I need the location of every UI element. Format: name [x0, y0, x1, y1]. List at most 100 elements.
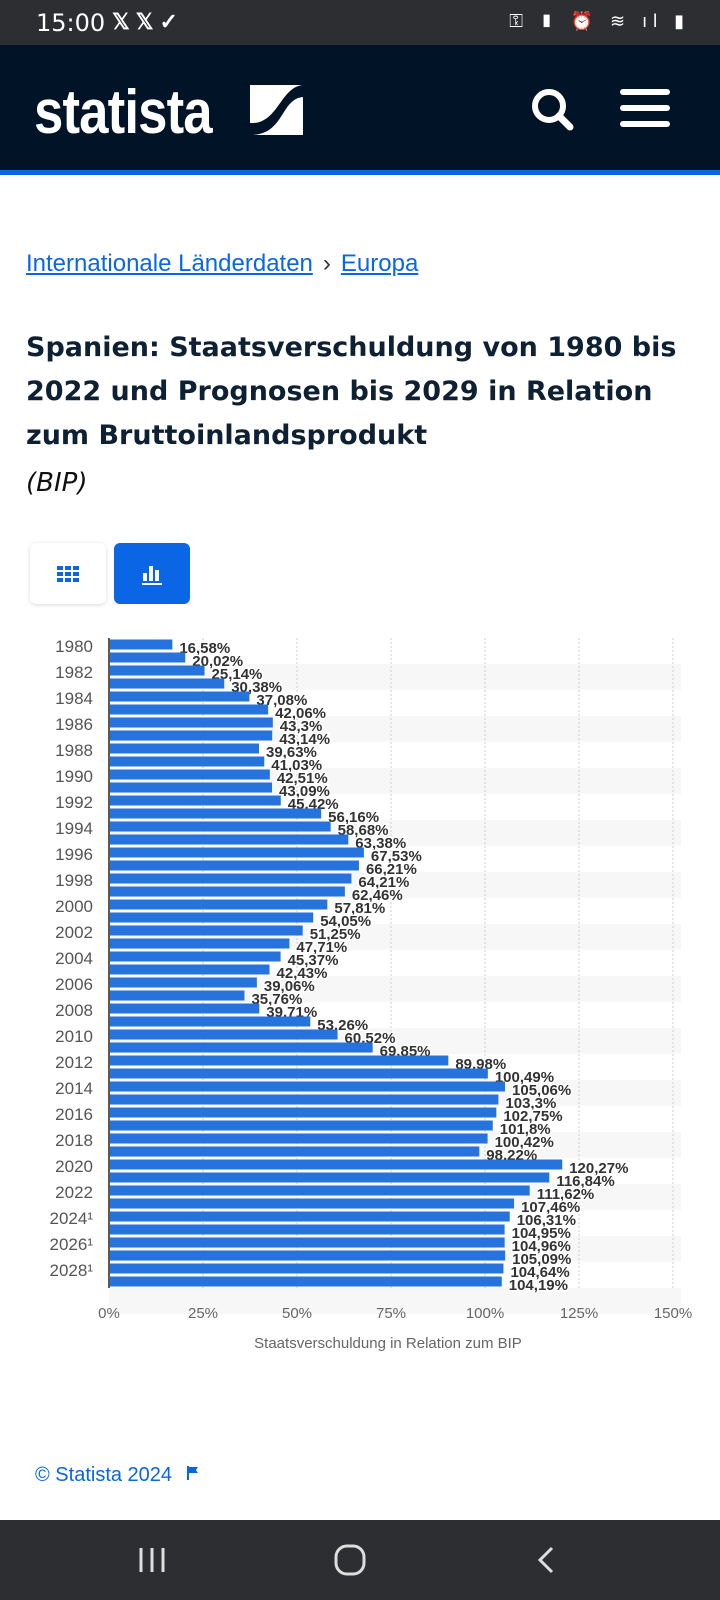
bar	[110, 873, 352, 884]
bar	[110, 717, 273, 728]
page-subtitle: (BIP)	[26, 468, 88, 498]
bar	[110, 639, 173, 650]
data-label: 43,3%	[280, 718, 323, 735]
copyright-link[interactable]: © Statista 2024	[35, 1464, 173, 1486]
bar	[110, 1003, 260, 1014]
statista-logo[interactable]: statista	[34, 78, 213, 147]
bar	[110, 1211, 510, 1222]
bar	[110, 730, 273, 741]
bar	[110, 795, 281, 806]
y-tick-label: 1994	[55, 819, 93, 838]
bar	[110, 847, 364, 858]
y-tick-label: 2028¹	[50, 1261, 94, 1280]
data-label: 63,38%	[355, 835, 406, 852]
x-tick-label: 75%	[376, 1305, 406, 1322]
system-icons: ⚿ ▮ ⏰ ≋ ıl ▮	[509, 11, 690, 31]
bar	[110, 665, 205, 676]
table-view-button[interactable]	[30, 543, 106, 604]
data-label: 64,21%	[358, 874, 409, 891]
data-label: 66,21%	[366, 861, 417, 878]
back-icon	[537, 1546, 554, 1574]
x-tick-label: 50%	[282, 1305, 312, 1322]
bar	[110, 704, 269, 715]
y-tick-label: 2024¹	[50, 1209, 94, 1228]
x-tick-label: 0%	[98, 1305, 120, 1322]
bar	[110, 808, 322, 819]
bar	[110, 990, 245, 1001]
bar	[110, 977, 257, 988]
menu-button[interactable]	[620, 89, 670, 131]
x-tick-label: 100%	[466, 1305, 504, 1322]
footer: © Statista 2024	[35, 1464, 200, 1487]
data-label: 42,43%	[277, 965, 328, 982]
data-label: 100,42%	[495, 1134, 554, 1151]
bar	[110, 1263, 504, 1274]
table-grid-icon	[57, 565, 79, 582]
statista-logo-mark	[250, 85, 303, 135]
data-label: 107,46%	[521, 1199, 580, 1216]
y-tick-label: 1988	[55, 741, 93, 760]
data-label: 100,49%	[495, 1069, 554, 1086]
y-tick-label: 1984	[55, 689, 93, 708]
data-label: 54,05%	[320, 913, 371, 930]
data-label: 101,8%	[500, 1121, 551, 1138]
data-label: 41,03%	[271, 757, 322, 774]
status-time: 15:00	[36, 9, 106, 37]
bar	[110, 782, 273, 793]
data-label: 43,09%	[279, 783, 330, 800]
data-label: 105,06%	[512, 1082, 571, 1099]
data-label: 39,63%	[266, 744, 317, 761]
home-icon	[334, 1544, 366, 1576]
data-label: 106,31%	[517, 1212, 576, 1229]
hamburger-icon	[620, 89, 670, 95]
data-label: 111,62%	[537, 1186, 595, 1203]
data-label: 62,46%	[352, 887, 403, 904]
site-header: statista	[0, 45, 720, 175]
breadcrumb-separator: ›	[322, 250, 331, 277]
recents-button[interactable]	[122, 1538, 182, 1582]
breadcrumb-link-international[interactable]: Internationale Länderdaten	[26, 250, 313, 277]
bar	[110, 860, 359, 871]
data-label: 104,64%	[510, 1264, 569, 1281]
bar	[110, 769, 270, 780]
y-tick-label: 2018	[55, 1131, 93, 1150]
bar	[110, 1198, 515, 1209]
y-tick-label: 2010	[55, 1027, 93, 1046]
back-button[interactable]	[516, 1538, 576, 1582]
y-tick-label: 2014	[55, 1079, 93, 1098]
bar	[110, 1133, 488, 1144]
bar	[110, 925, 303, 936]
notification-icons: 𝕏𝕏✓	[112, 9, 184, 34]
data-label: 43,14%	[279, 731, 330, 748]
search-button[interactable]	[528, 85, 578, 135]
breadcrumb: Internationale Länderdaten › Europa	[26, 250, 418, 278]
search-icon	[532, 89, 574, 131]
recents-icon	[139, 1548, 165, 1572]
x-tick-label: 25%	[188, 1305, 218, 1322]
bar	[110, 1068, 488, 1079]
y-tick-label: 1990	[55, 767, 93, 786]
data-label: 58,68%	[338, 822, 389, 839]
bar	[110, 1146, 480, 1157]
bar	[110, 1276, 502, 1287]
chart-view-button[interactable]	[114, 543, 190, 604]
bar	[110, 652, 186, 663]
android-nav-bar	[0, 1520, 720, 1600]
x-axis-label: Staatsverschuldung in Relation zum BIP	[254, 1335, 522, 1352]
bar	[110, 1029, 338, 1040]
data-label: 105,09%	[512, 1251, 571, 1268]
home-button[interactable]	[320, 1538, 380, 1582]
bar	[110, 691, 250, 702]
data-label: 103,3%	[505, 1095, 556, 1112]
flag-icon[interactable]	[186, 1465, 200, 1481]
data-label: 56,16%	[328, 809, 379, 826]
bar-chart-icon	[142, 565, 162, 585]
data-label: 67,53%	[371, 848, 422, 865]
y-tick-label: 2000	[55, 897, 93, 916]
bar	[110, 678, 225, 689]
bar	[110, 1094, 499, 1105]
y-tick-label: 1992	[55, 793, 93, 812]
breadcrumb-link-europa[interactable]: Europa	[340, 250, 419, 277]
bar	[110, 964, 270, 975]
bar	[110, 1250, 506, 1261]
